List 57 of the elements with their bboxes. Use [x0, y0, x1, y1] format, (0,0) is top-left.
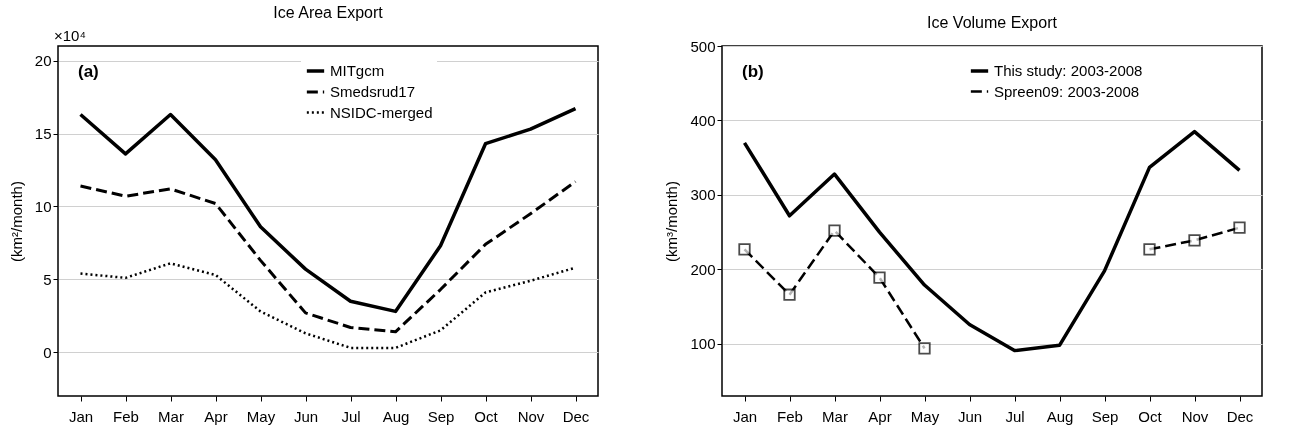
y-axis-title: (km³/month)	[663, 181, 681, 262]
x-tick-label: Aug	[1046, 407, 1074, 425]
y-tick-label: 5	[43, 270, 52, 288]
line-series	[78, 106, 578, 314]
x-tick-label: May	[910, 407, 940, 425]
x-tick-label: Feb	[113, 407, 139, 425]
y-tick-label: 200	[690, 260, 716, 278]
chart-title: Ice Volume Export	[927, 14, 1058, 31]
y-axis-title: (km²/month)	[7, 181, 25, 262]
annotation: (a)	[78, 62, 99, 81]
x-tick-label: Jul	[341, 407, 361, 425]
y-tick-label: 0	[43, 343, 52, 361]
x-tick-label: Sep	[1091, 407, 1119, 425]
y-tick-label: 20	[34, 52, 52, 70]
x-tick-label: Jun	[957, 407, 983, 425]
x-tick-label: May	[246, 407, 276, 425]
chart-title: Ice Area Export	[273, 4, 384, 21]
x-tick-label: Nov	[1181, 407, 1209, 425]
legend-label: NSIDC-merged	[330, 103, 433, 121]
point	[738, 243, 751, 256]
annotation: (b)	[742, 62, 764, 81]
line-series	[742, 129, 1242, 353]
x-tick-label: Jan	[732, 407, 758, 425]
x-tick-label: Jun	[293, 407, 319, 425]
x-tick-label: Feb	[777, 407, 803, 425]
x-tick-label: Apr	[204, 407, 228, 425]
y-tick-label: 500	[690, 37, 716, 55]
x-tick-label: Nov	[517, 407, 545, 425]
point	[1233, 221, 1246, 234]
y-tick-label: 10	[34, 197, 52, 215]
x-tick-label: Dec	[1226, 407, 1254, 425]
point	[873, 271, 886, 284]
x-tick-label: Sep	[427, 407, 455, 425]
point	[1188, 234, 1201, 247]
point	[918, 342, 931, 355]
point	[1143, 243, 1156, 256]
line-series	[79, 180, 577, 334]
y-tick-label: 15	[34, 125, 52, 142]
point	[828, 224, 841, 237]
x-tick-label: Apr	[868, 407, 892, 425]
legend-label: Spreen09: 2003-2008	[994, 82, 1140, 100]
y-tick-label: 100	[690, 335, 716, 353]
x-tick-label: Mar	[158, 407, 184, 425]
legend-label: MITgcm	[330, 62, 385, 79]
point	[783, 288, 796, 301]
y-tick-label: 300	[690, 186, 716, 204]
x-tick-label: Dec	[562, 407, 590, 425]
x-tick-label: Oct	[474, 407, 499, 425]
x-tick-label: Jul	[1005, 407, 1025, 425]
x-tick-label: Jan	[68, 407, 94, 425]
text: ×10⁴	[54, 27, 86, 44]
y-tick-label: 400	[690, 111, 716, 129]
x-tick-label: Oct	[1138, 407, 1163, 425]
x-tick-label: Mar	[822, 407, 848, 425]
x-tick-label: Aug	[382, 407, 410, 425]
legend-label: This study: 2003-2008	[994, 62, 1143, 79]
legend-label: Smedsrud17	[330, 83, 416, 100]
